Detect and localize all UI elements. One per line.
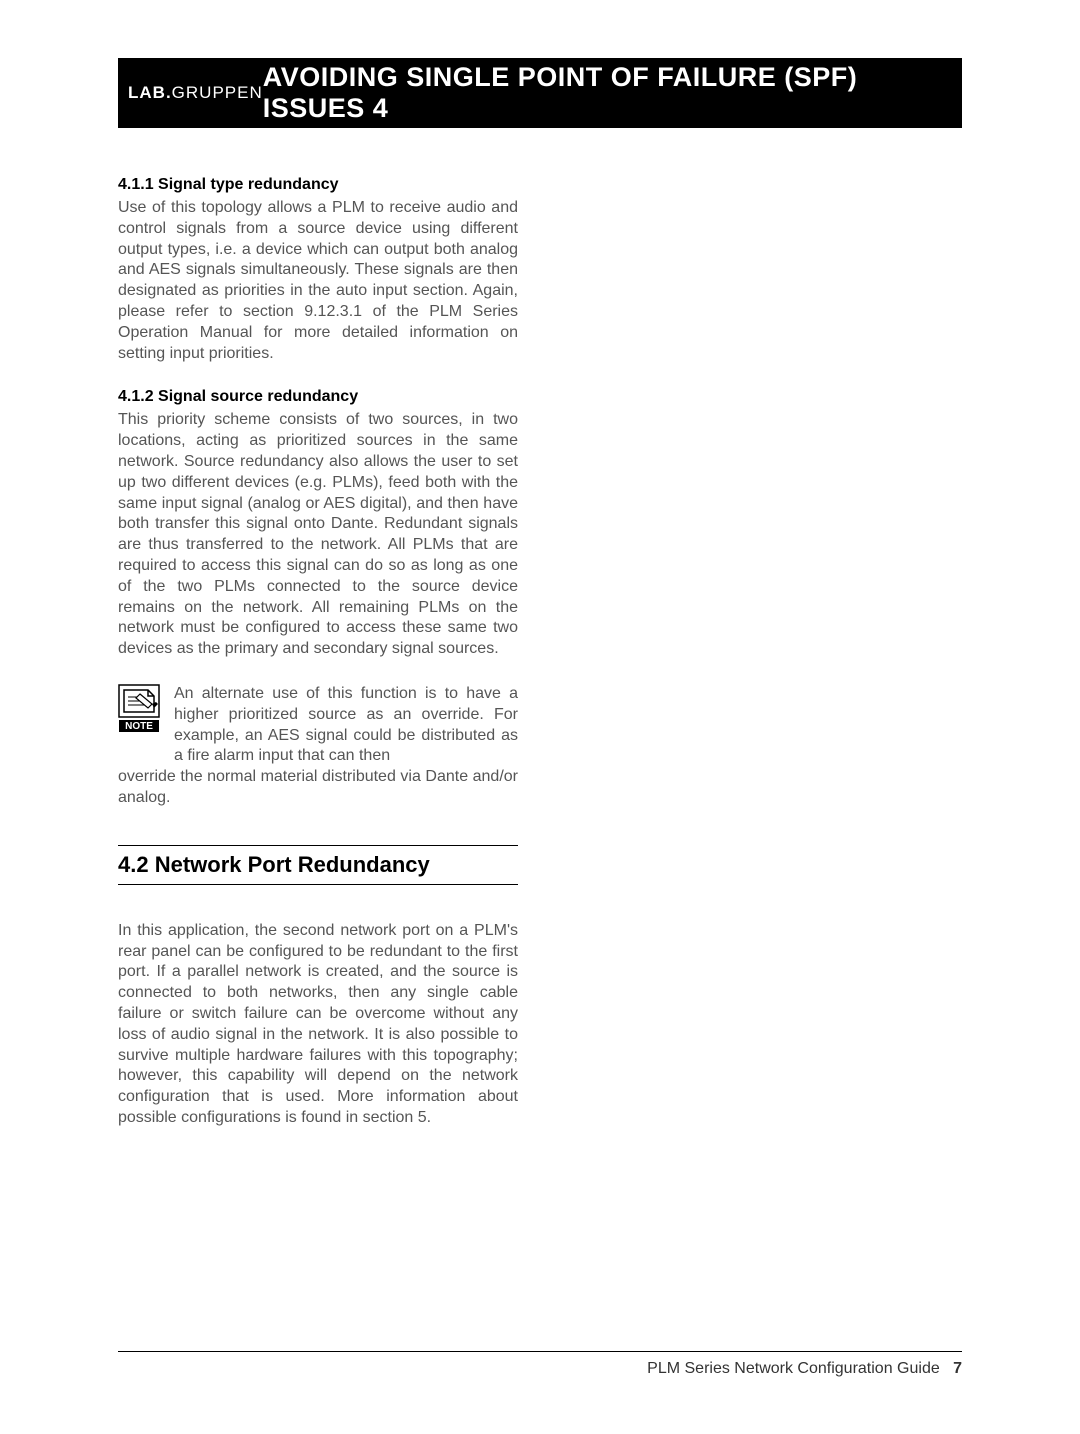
note-icon: NOTE <box>118 684 160 732</box>
heading-4-2: 4.2 Network Port Redundancy <box>118 846 518 884</box>
brand-bold: LAB. <box>128 83 172 102</box>
brand-logo: LAB.GRUPPEN <box>128 83 263 103</box>
chapter-title: AVOIDING SINGLE POINT OF FAILURE (SPF) I… <box>263 62 952 124</box>
rule-bottom <box>118 884 518 885</box>
note-callout: NOTE An alternate use of this function i… <box>118 684 518 767</box>
note-text-inline: An alternate use of this function is to … <box>174 684 518 767</box>
section-4-2-heading: 4.2 Network Port Redundancy <box>118 845 518 885</box>
body-column: 4.1.1 Signal type redundancy Use of this… <box>118 176 518 1129</box>
para-4-2: In this application, the second network … <box>118 921 518 1129</box>
footer-doc-title: PLM Series Network Configuration Guide <box>647 1360 940 1377</box>
page-footer: PLM Series Network Configuration Guide 7 <box>118 1351 962 1378</box>
para-4-1-2: This priority scheme consists of two sou… <box>118 410 518 660</box>
footer-text: PLM Series Network Configuration Guide 7 <box>118 1360 962 1378</box>
para-4-1-1: Use of this topology allows a PLM to rec… <box>118 198 518 364</box>
page-header: LAB.GRUPPEN AVOIDING SINGLE POINT OF FAI… <box>118 58 962 128</box>
footer-rule <box>118 1351 962 1352</box>
note-text-continue: override the normal material distributed… <box>118 767 518 809</box>
heading-4-1-1: 4.1.1 Signal type redundancy <box>118 176 518 194</box>
brand-light: GRUPPEN <box>172 83 263 102</box>
footer-page-number: 7 <box>953 1360 962 1377</box>
heading-4-1-2: 4.1.2 Signal source redundancy <box>118 388 518 406</box>
svg-text:NOTE: NOTE <box>125 721 153 732</box>
